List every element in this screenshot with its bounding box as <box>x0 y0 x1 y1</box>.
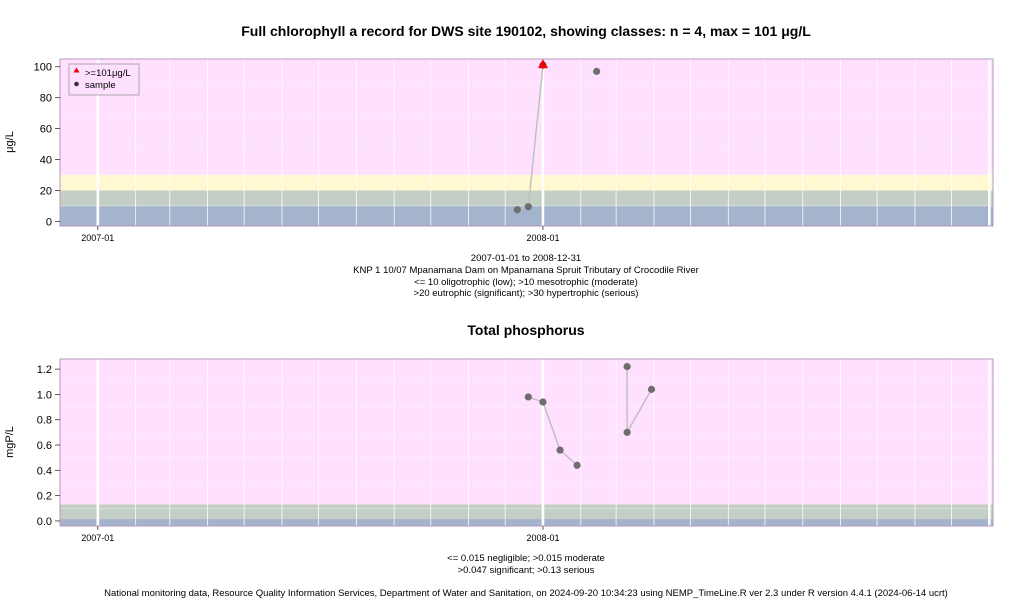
legend-sample-marker <box>74 81 79 87</box>
footer-credit: National monitoring data, Resource Quali… <box>104 588 948 599</box>
phosphorus-data-point <box>623 362 631 371</box>
chlorophyll-y-tick-label: 40 <box>40 155 52 167</box>
phosphorus-y-axis-label: mgP/L <box>4 426 16 458</box>
phosphorus-series-line <box>559 449 578 466</box>
phosphorus-y-tick-label: 0.4 <box>37 465 52 477</box>
chlorophyll-series-line <box>527 65 544 207</box>
chlorophyll-data-point <box>524 203 532 211</box>
chlorophyll-chart-title: Full chlorophyll a record for DWS site 1… <box>241 23 811 39</box>
chlorophyll-x-tick-label: 2007-01 <box>81 233 114 243</box>
phosphorus-chart: Total phosphorus 0.0 0.2 0.4 0.6 0.8 1.0 1.2 20… <box>4 322 994 576</box>
chlorophyll-caption-line-4: >20 eutrophic (significant); >30 hypertr… <box>414 288 639 299</box>
chlorophyll-x-tick-label: 2008-01 <box>526 233 559 243</box>
phosphorus-y-tick-label: 1.0 <box>37 389 52 401</box>
chlorophyll-y-axis-label: μg/L <box>4 131 16 153</box>
legend-entry-sample: sample <box>85 80 116 91</box>
phosphorus-data-point <box>556 446 564 454</box>
phosphorus-x-tick-label: 2007-01 <box>81 533 114 543</box>
chlorophyll-caption-line-2: KNP 1 10/07 Mpanamana Dam on Mpanamana S… <box>353 265 699 276</box>
legend-entry-high: >=101μg/L <box>85 68 131 79</box>
chlorophyll-frame <box>59 58 994 227</box>
phosphorus-data-point <box>524 393 532 401</box>
phosphorus-x-tick-label: 2008-01 <box>526 533 559 543</box>
phosphorus-plot-area: 0.0 0.2 0.4 0.6 0.8 1.0 1.2 2007-01 2008-01 <box>37 358 994 543</box>
phosphorus-data-point <box>623 428 631 436</box>
chlorophyll-class-band <box>60 174 993 191</box>
chlorophyll-y-tick-label: 0 <box>46 216 52 228</box>
legend-high-marker <box>73 67 80 73</box>
legend-box <box>68 63 140 96</box>
chlorophyll-y-tick-label: 100 <box>34 62 52 74</box>
phosphorus-caption-line-2: >0.047 significant; >0.13 serious <box>458 565 595 576</box>
chlorophyll-high-value-marker <box>537 59 548 69</box>
phosphorus-class-band <box>60 504 993 520</box>
chlorophyll-caption-line-1: 2007-01-01 to 2008-12-31 <box>471 253 581 264</box>
phosphorus-series-line <box>626 389 653 433</box>
phosphorus-class-band <box>60 359 993 505</box>
phosphorus-chart-title: Total phosphorus <box>467 322 584 338</box>
phosphorus-data-point <box>573 461 581 469</box>
chlorophyll-chart: Full chlorophyll a record for DWS site 1… <box>4 23 994 299</box>
chlorophyll-y-tick-label: 60 <box>40 124 52 136</box>
chlorophyll-class-band <box>60 205 993 226</box>
chlorophyll-data-point <box>513 206 521 214</box>
chlorophyll-y-tick-label: 20 <box>40 185 52 197</box>
phosphorus-y-tick-label: 0.6 <box>37 440 52 452</box>
chlorophyll-class-band <box>60 59 993 175</box>
chlorophyll-data-point <box>593 67 601 75</box>
phosphorus-series-line <box>542 401 561 451</box>
phosphorus-data-point <box>647 385 656 393</box>
chlorophyll-y-tick-label: 80 <box>40 93 52 105</box>
chlorophyll-caption-line-3: <= 10 oligotrophic (low); >10 mesotrophi… <box>414 277 638 288</box>
phosphorus-class-band <box>60 519 993 526</box>
chlorophyll-plot-area: 0 20 40 60 80 100 2007-01 2008-01 <box>34 58 994 243</box>
phosphorus-y-tick-label: 0.0 <box>37 516 52 528</box>
chlorophyll-class-band <box>60 190 993 206</box>
phosphorus-frame <box>59 358 994 527</box>
phosphorus-caption-line-1: <= 0.015 negligible; >0.015 moderate <box>447 553 605 564</box>
chlorophyll-legend: >=101μg/L sample <box>68 63 140 96</box>
phosphorus-y-tick-label: 1.2 <box>37 364 52 376</box>
phosphorus-data-point <box>539 398 547 406</box>
phosphorus-y-tick-label: 0.2 <box>37 491 52 503</box>
phosphorus-y-tick-label: 0.8 <box>37 415 52 427</box>
